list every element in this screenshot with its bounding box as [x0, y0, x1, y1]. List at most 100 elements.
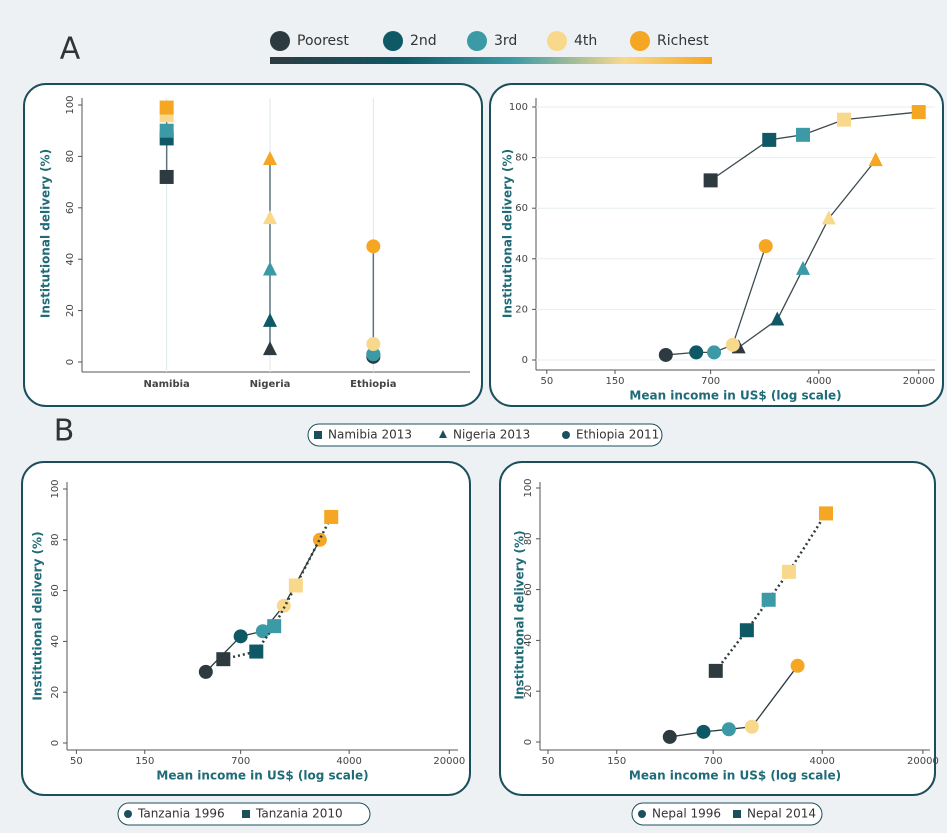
- marker: [216, 652, 231, 667]
- x-tick-label: 50: [542, 756, 555, 767]
- legend-marker: [547, 31, 567, 51]
- legend-label: Nigeria 2013: [453, 428, 530, 442]
- y-tick-label: 80: [515, 153, 528, 164]
- series-line: [223, 516, 333, 661]
- marker: [725, 337, 740, 352]
- marker: [795, 127, 810, 142]
- legend-box: [631, 802, 823, 826]
- panel: [499, 461, 936, 796]
- marker: [818, 506, 833, 521]
- legend-label: Ethiopia 2011: [576, 428, 659, 442]
- legend-label: 2nd: [410, 33, 437, 49]
- marker: [198, 664, 213, 679]
- marker: [366, 337, 381, 352]
- y-tick-label: 60: [65, 201, 76, 214]
- marker: [324, 509, 339, 524]
- x-tick-label: 20000: [903, 376, 935, 387]
- y-tick-label: 20: [515, 304, 528, 315]
- panel: [23, 83, 483, 407]
- marker: [312, 532, 327, 547]
- marker: [263, 261, 277, 276]
- legend-marker: [242, 810, 250, 818]
- marker: [249, 644, 264, 659]
- legend-label: 4th: [574, 33, 597, 49]
- panel-label: A: [60, 32, 81, 67]
- y-tick-label: 20: [50, 686, 61, 699]
- legend-marker: [383, 31, 403, 51]
- marker: [911, 105, 926, 120]
- x-tick-label: 700: [701, 376, 720, 387]
- legend-label: Namibia 2013: [328, 428, 412, 442]
- marker: [276, 598, 291, 613]
- y-axis-title: Institutional delivery (%): [31, 531, 45, 700]
- x-tick-label: Namibia: [144, 379, 190, 390]
- marker: [255, 624, 270, 639]
- marker: [263, 341, 277, 356]
- legend-marker: [270, 31, 290, 51]
- marker: [761, 592, 776, 607]
- marker: [762, 132, 777, 147]
- legend-marker: [439, 430, 447, 438]
- legend-label: Richest: [657, 33, 709, 49]
- marker: [744, 719, 759, 734]
- marker: [159, 169, 174, 184]
- marker: [366, 347, 381, 362]
- x-tick-label: 150: [135, 756, 154, 767]
- legend-marker: [467, 31, 487, 51]
- legend-label: Tanzania 1996: [137, 807, 225, 821]
- x-tick-label: 20000: [433, 756, 465, 767]
- legend-label: Nepal 2014: [747, 807, 816, 821]
- x-tick-label: Nigeria: [250, 379, 291, 390]
- y-tick-label: 0: [523, 739, 534, 745]
- x-tick-label: 4000: [336, 756, 361, 767]
- marker: [836, 112, 851, 127]
- y-tick-label: 80: [50, 533, 61, 546]
- x-tick-label: 4000: [809, 756, 834, 767]
- y-tick-label: 100: [50, 479, 61, 498]
- y-axis-title: Institutional delivery (%): [513, 530, 527, 699]
- marker: [233, 629, 248, 644]
- y-tick-label: 100: [523, 478, 534, 497]
- x-axis-title: Mean income in US$ (log scale): [629, 769, 841, 783]
- marker: [159, 123, 174, 138]
- marker: [658, 347, 673, 362]
- marker: [868, 152, 883, 167]
- panel-label: B: [54, 414, 75, 449]
- y-tick-label: 60: [515, 203, 528, 214]
- y-tick-label: 100: [509, 102, 528, 113]
- x-tick-label: 50: [540, 376, 553, 387]
- x-tick-label: 150: [607, 756, 626, 767]
- y-tick-label: 80: [65, 150, 76, 163]
- x-axis-title: Mean income in US$ (log scale): [156, 769, 368, 783]
- legend-label: Tanzania 2010: [255, 807, 343, 821]
- legend-label: Poorest: [297, 33, 349, 49]
- marker: [689, 345, 704, 360]
- x-tick-label: 4000: [806, 376, 831, 387]
- marker: [267, 619, 282, 634]
- marker: [781, 564, 796, 579]
- legend-label: Nepal 1996: [652, 807, 721, 821]
- x-tick-label: 700: [704, 756, 723, 767]
- legend-marker: [562, 431, 570, 439]
- x-tick-label: Ethiopia: [350, 379, 396, 390]
- marker: [703, 173, 718, 188]
- panel: [489, 83, 944, 407]
- x-tick-label: 20000: [907, 756, 939, 767]
- x-axis-title: Mean income in US$ (log scale): [629, 389, 841, 403]
- y-tick-label: 40: [523, 634, 534, 647]
- marker: [770, 311, 785, 326]
- y-tick-label: 0: [522, 355, 528, 366]
- marker: [288, 578, 303, 593]
- marker: [708, 663, 723, 678]
- y-tick-label: 0: [65, 359, 76, 365]
- x-tick-label: 700: [231, 756, 250, 767]
- y-tick-label: 60: [50, 584, 61, 597]
- legend-marker: [630, 31, 650, 51]
- marker: [662, 729, 677, 744]
- marker: [263, 210, 277, 225]
- marker: [366, 239, 381, 254]
- marker: [721, 722, 736, 737]
- panel: [21, 461, 471, 796]
